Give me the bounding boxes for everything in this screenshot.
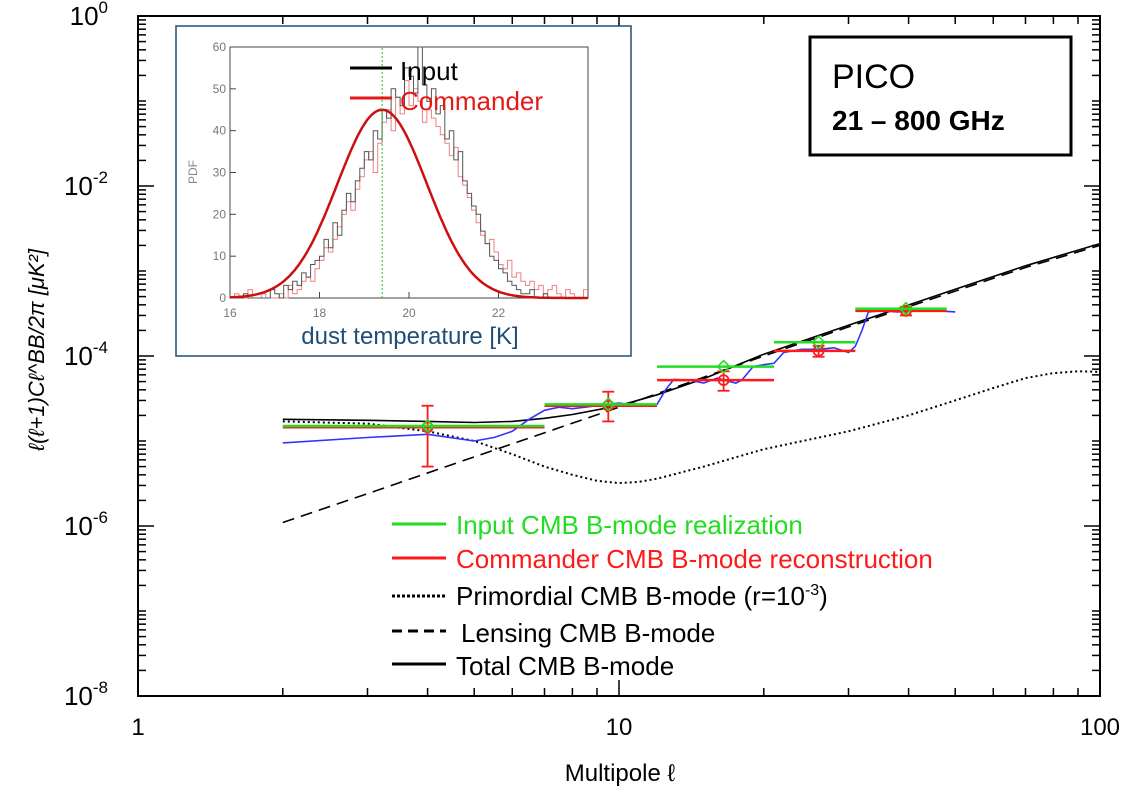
y-tick-label: 10-8	[64, 678, 108, 711]
legend-label-primordial: Primordial CMB B-mode (r=10-3)	[456, 581, 828, 611]
series-line-1	[282, 244, 1101, 524]
y-tick-label: 10-6	[64, 508, 108, 541]
inset-legend-label-input: Input	[400, 56, 459, 86]
annotation-box	[808, 35, 1073, 157]
inset-commander-histogram	[230, 80, 588, 299]
inset-x-tick-label: 16	[223, 306, 237, 320]
inset-y-tick-label: 30	[213, 166, 227, 180]
inset-y-tick-label: 20	[213, 207, 227, 221]
legend-label-input: Input CMB B-mode realization	[456, 510, 803, 540]
inset-x-tick-label: 20	[402, 306, 416, 320]
y-tick-label: 10-2	[64, 168, 108, 201]
legend-label-lensing: Lensing CMB B-mode	[461, 618, 715, 648]
y-tick-label: 100	[70, 0, 108, 31]
y-tick-label: 10-4	[64, 338, 108, 371]
input-point	[420, 418, 435, 434]
inset-legend-label-commander: Commander	[400, 86, 543, 116]
inset-dust-temperature: 16 18 20 22 0 10 20 30 40 50 60 PDF dust temperatu…	[175, 25, 632, 357]
legend-label-total: Total CMB B-mode	[456, 651, 674, 681]
inset-ticks: 16 18 20 22 0 10 20 30 40 50 60	[213, 40, 506, 320]
inset-fit-curve	[229, 108, 588, 300]
commander-point	[717, 374, 730, 387]
inset-y-axis-title: PDF	[186, 160, 200, 184]
inset-y-tick-label: 10	[213, 249, 227, 263]
main-axis-ticks	[137, 16, 1101, 697]
annotation-frequency: 21 – 800 GHz	[832, 105, 1005, 136]
inset-y-tick-label: 0	[219, 291, 226, 305]
legend-label-commander: Commander CMB B-mode reconstruction	[456, 544, 933, 574]
inset-x-axis-title: dust temperature [K]	[301, 323, 518, 350]
input-point	[811, 335, 826, 350]
binned-points	[282, 301, 947, 468]
input-point	[601, 397, 616, 412]
inset-y-tick-label: 60	[213, 40, 227, 54]
inset-histograms	[229, 46, 588, 300]
inset-input-histogram	[230, 46, 588, 299]
x-tick-label: 10	[606, 714, 633, 741]
x-axis-title: Multipole ℓ	[565, 760, 676, 787]
inset-y-tick-label: 50	[213, 82, 227, 96]
x-tick-label: 1	[131, 714, 144, 741]
pico-annotation: PICO 21 – 800 GHz	[808, 35, 1073, 157]
x-tick-label: 100	[1080, 714, 1120, 741]
input-point	[716, 359, 731, 374]
inset-y-tick-label: 40	[213, 124, 227, 138]
inset-x-tick-label: 22	[492, 306, 506, 320]
commander-point	[812, 344, 825, 357]
inset-x-tick-label: 18	[313, 306, 327, 320]
y-axis-title: ℓ(ℓ+1)Cℓ^BB/2π [μK²]	[24, 248, 49, 452]
annotation-title: PICO	[832, 58, 915, 96]
main-legend: Input CMB B-mode realization Commander C…	[392, 510, 933, 681]
input-point	[898, 301, 914, 316]
series-line-0	[282, 370, 1101, 485]
